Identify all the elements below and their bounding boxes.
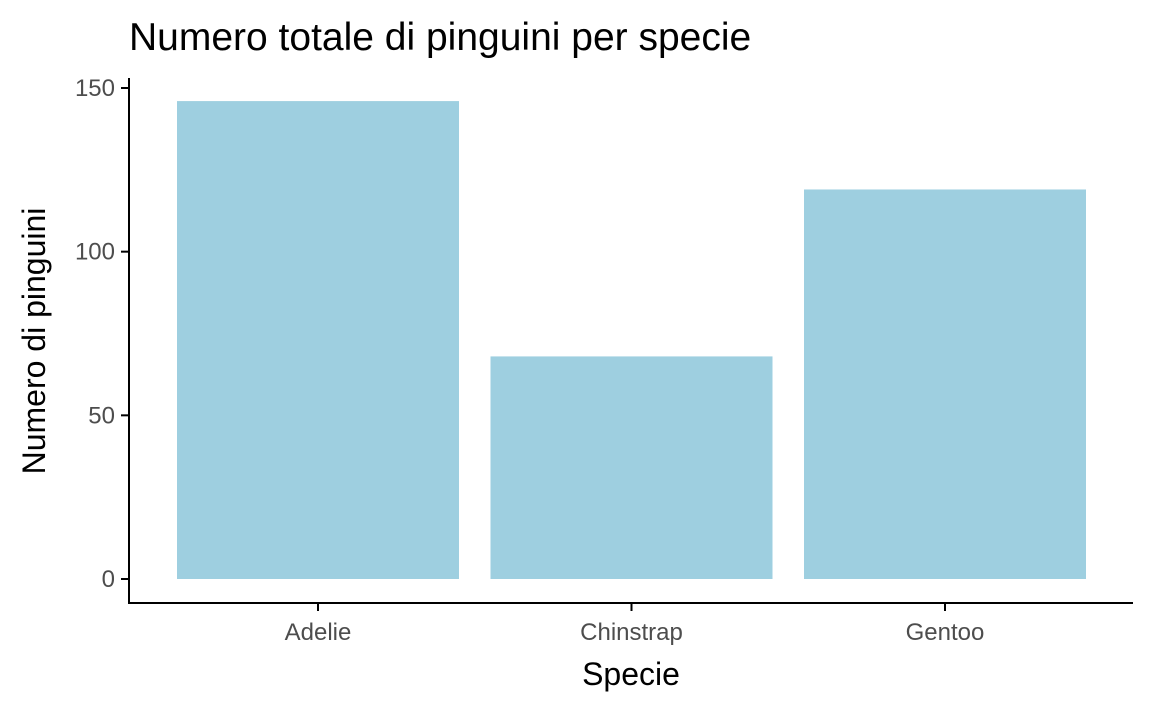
y-tick-label: 50 [88,402,115,429]
bar-chinstrap [490,356,773,579]
x-tick-label: Gentoo [906,619,985,646]
y-tick-label: 150 [75,75,115,102]
bars-group [177,101,1086,580]
bar-adelie [177,101,459,580]
y-axis-ticks: 0 50 100 150 [75,75,129,593]
x-tick-label: Chinstrap [580,619,683,646]
x-axis-title: Specie [582,656,680,692]
chart-title: Numero totale di pinguini per specie [129,16,751,59]
y-axis-title: Numero di pinguini [16,208,52,475]
y-tick-label: 0 [102,566,115,593]
bar-gentoo [804,189,1086,579]
y-tick-label: 100 [75,239,115,266]
x-tick-label: Adelie [285,619,352,646]
x-axis-ticks: Adelie Chinstrap Gentoo [285,603,985,646]
